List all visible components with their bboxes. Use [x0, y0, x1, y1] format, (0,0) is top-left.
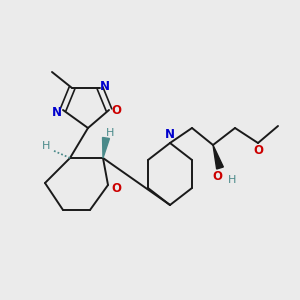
Text: N: N: [165, 128, 175, 142]
Text: O: O: [253, 145, 263, 158]
Text: O: O: [111, 103, 121, 116]
Text: O: O: [111, 182, 121, 194]
Text: H: H: [106, 128, 114, 138]
Text: N: N: [100, 80, 110, 92]
Text: H: H: [228, 175, 236, 185]
Polygon shape: [213, 145, 223, 169]
Text: O: O: [212, 170, 222, 184]
Polygon shape: [103, 137, 110, 158]
Text: N: N: [52, 106, 62, 118]
Text: H: H: [42, 141, 50, 151]
